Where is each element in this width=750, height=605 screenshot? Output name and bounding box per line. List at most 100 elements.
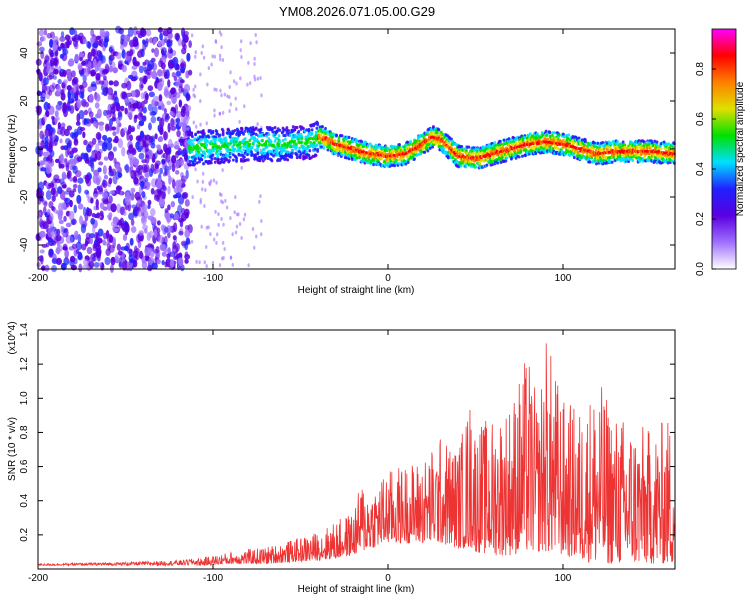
spectrogram-noise-mark [46, 208, 51, 215]
spectrogram-noise-mark [112, 131, 117, 137]
spectrogram-noise-mark [172, 56, 179, 67]
spectrogram-noise-mark [82, 38, 88, 44]
spectrogram-noise-mark [108, 177, 113, 185]
spectrogram-ridge-mark [213, 160, 217, 164]
spectrogram-noise-mark [53, 209, 59, 214]
spectrogram-scatter-mark [240, 55, 243, 60]
spectrogram-noise-mark [37, 198, 42, 205]
spectrogram-noise-mark [164, 208, 169, 214]
spectrogram-noise-mark [80, 152, 86, 160]
spectrogram-scatter-mark [192, 87, 195, 92]
spectrogram-noise-mark [184, 241, 189, 251]
spectrogram-ridge-mark [610, 160, 614, 164]
spectrogram-noise-mark [171, 95, 177, 104]
spectrogram-ridge-mark [631, 158, 635, 162]
spectrogram-ridge-mark [313, 147, 317, 151]
spectrogram-ridge-mark [404, 162, 408, 166]
spectrogram-ridge-mark [209, 129, 212, 133]
spectrogram-ridge-mark [383, 149, 387, 153]
spectrogram-noise-mark [60, 262, 67, 271]
spectrogram-ridge-mark [239, 145, 242, 149]
spectrogram-noise-mark [142, 39, 146, 45]
spectrogram-scatter-mark [220, 45, 223, 50]
spectrogram-noise-mark [133, 259, 138, 268]
spectrogram-noise-mark [112, 146, 117, 152]
spectrogram-noise-mark [176, 130, 181, 138]
spectrogram-noise-mark [73, 38, 78, 48]
spectrogram-scatter-mark [253, 56, 256, 61]
spectrogram-noise-mark [106, 109, 111, 115]
spectrogram-noise-mark [51, 132, 56, 141]
spectrogram-noise-mark [115, 52, 122, 60]
spectrogram-noise-mark [53, 174, 60, 182]
spectrogram-noise-mark [92, 225, 96, 234]
spectrogram-noise-mark [163, 248, 168, 253]
spectrogram-ridge-mark [438, 144, 442, 148]
spectrogram-noise-mark [160, 62, 166, 70]
spectrogram-ridge-mark [305, 155, 309, 159]
spectrogram-noise-mark [188, 40, 192, 48]
spectrogram-noise-mark [96, 254, 101, 262]
spectrogram-noise-mark [167, 79, 171, 88]
spectrogram-noise-mark [94, 102, 100, 109]
spectrogram-noise-mark [181, 47, 187, 55]
spectrogram-noise-mark [159, 167, 164, 175]
spectrogram-noise-mark [141, 203, 148, 213]
spectrogram-ridge-mark [277, 134, 281, 138]
spectrogram-noise-mark [123, 34, 128, 42]
spectrogram-ridge-mark [298, 146, 301, 150]
spectrogram-noise-mark [178, 230, 184, 236]
spectrogram-noise-mark [59, 189, 66, 200]
spectrogram-noise-mark [147, 247, 153, 253]
spectrogram-ridge-mark [294, 142, 298, 146]
spectrogram-ridge-mark [309, 136, 312, 140]
spectrogram-noise-mark [41, 35, 46, 42]
spectrogram-noise-mark [184, 229, 190, 239]
spectrogram-ridge-mark [228, 159, 231, 163]
spectrogram-ridge-mark [474, 165, 478, 169]
spectrogram-scatter-mark [213, 113, 216, 118]
spectrogram-ridge-mark [239, 141, 242, 145]
spectrogram-noise-mark [109, 190, 115, 195]
spectrogram-ridge-mark [376, 156, 380, 160]
spectrogram-scatter-mark [226, 94, 229, 99]
spectrogram-noise-mark [62, 183, 68, 189]
spectrogram-noise-mark [171, 163, 176, 173]
spectrogram-noise-mark [183, 83, 191, 93]
spectrogram-ridge-mark [307, 129, 311, 133]
spectrogram-ridge-mark [544, 129, 548, 133]
spectrogram-ridge-mark [271, 126, 275, 131]
spectrogram-noise-mark [67, 89, 71, 100]
spectrogram-ridge-mark [218, 133, 222, 137]
spectrogram-noise-mark [78, 84, 84, 90]
spectrogram-noise-mark [91, 150, 96, 159]
spectrogram-noise-mark [79, 127, 86, 132]
spectrogram-noise-mark [99, 210, 104, 217]
spectrogram-noise-mark [138, 230, 144, 236]
spectrogram-noise-mark [165, 258, 172, 268]
spectrogram-scatter-mark [253, 61, 256, 66]
spectrogram-noise-mark [165, 113, 170, 118]
spectrogram-ridge-mark [283, 146, 286, 150]
spectrogram-scatter-mark [235, 224, 239, 229]
spectrogram-noise-mark [94, 92, 101, 103]
spectrogram-noise-mark [103, 39, 108, 48]
chart-title: YM08.2026.071.05.00.G29 [279, 4, 435, 19]
spectrogram-noise-mark [55, 246, 61, 255]
spectrogram-scatter-mark [204, 187, 207, 192]
spectrogram-scatter-mark [198, 260, 201, 265]
spectrogram-noise-mark [164, 227, 169, 233]
spectrogram-noise-mark [58, 219, 64, 225]
spectrogram-noise-mark [126, 50, 131, 57]
spectrogram-noise-mark [48, 90, 53, 96]
spectrogram-noise-mark [62, 48, 69, 56]
spectrogram-ridge-mark [328, 146, 331, 150]
spectrogram-noise-mark [186, 94, 191, 101]
spectrogram-scatter-mark [201, 171, 205, 176]
spectrogram-noise-mark [86, 41, 91, 49]
spectrogram-ridge-mark [300, 140, 304, 144]
spectrogram-noise-mark [130, 187, 136, 193]
spectrogram-noise-mark [38, 29, 45, 37]
spectrogram-noise-mark [51, 115, 55, 120]
spectrogram-scatter-mark [210, 62, 213, 67]
